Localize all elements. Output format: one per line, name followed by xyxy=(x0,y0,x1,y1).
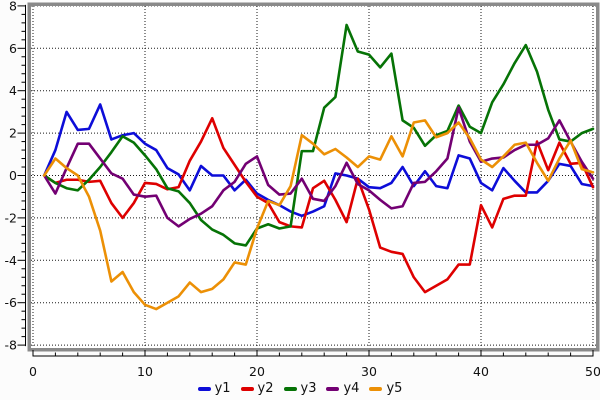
chart-legend: y1 y2 y3 y4 y5 xyxy=(0,380,600,398)
legend-swatch-y2 xyxy=(240,387,254,391)
y-tick-label: -6 xyxy=(5,295,18,310)
frame-right xyxy=(596,2,600,352)
y-tick-label: -4 xyxy=(5,253,18,268)
y-tick-label: 6 xyxy=(9,41,17,56)
y-axis-labels: -8 -6 -4 -2 0 2 4 6 8 xyxy=(5,0,18,353)
y-tick-label: 2 xyxy=(9,126,17,141)
y-axis xyxy=(17,4,26,347)
x-axis-labels: 0 10 20 30 40 50 xyxy=(29,364,600,379)
y-tick-label: 4 xyxy=(9,83,17,98)
legend-item-y2: y2 xyxy=(240,381,274,396)
legend-label-y4: y4 xyxy=(343,381,360,396)
x-tick-label: 20 xyxy=(249,364,265,379)
legend-item-y5: y5 xyxy=(369,382,402,396)
legend-label-y2: y2 xyxy=(257,381,274,396)
x-tick-label: 10 xyxy=(137,364,153,379)
legend-item-y3: y3 xyxy=(283,381,317,396)
legend-item-y1: y1 xyxy=(197,381,231,396)
y-tick-label: 0 xyxy=(9,168,17,183)
series-y2-line xyxy=(42,116,595,294)
legend-swatch-y1 xyxy=(197,387,211,391)
frame-left xyxy=(27,2,31,352)
series-y3-line xyxy=(42,23,595,247)
x-tick-label: 30 xyxy=(361,364,377,379)
legend-swatch-y4 xyxy=(326,387,340,391)
plot-frame xyxy=(27,2,600,352)
legend-item-y4: y4 xyxy=(326,382,359,396)
y-tick-label: 8 xyxy=(9,0,17,13)
legend-label-y3: y3 xyxy=(300,381,317,396)
frame-top xyxy=(27,2,600,6)
legend-swatch-y5 xyxy=(369,387,383,391)
y-tick-label: -2 xyxy=(5,210,17,225)
series-y5-line xyxy=(42,119,595,311)
x-axis xyxy=(32,350,594,357)
plot-area xyxy=(31,6,596,348)
x-tick-label: 50 xyxy=(585,364,600,379)
series-lines xyxy=(42,23,595,311)
legend-label-y1: y1 xyxy=(214,381,231,396)
x-tick-label: 40 xyxy=(473,364,489,379)
legend-label-y5: y5 xyxy=(386,381,403,396)
series-y1-line xyxy=(42,103,595,218)
frame-bottom xyxy=(27,348,600,352)
y-tick-label: -8 xyxy=(5,338,18,353)
x-tick-label: 0 xyxy=(29,364,37,379)
legend-swatch-y3 xyxy=(283,387,297,391)
